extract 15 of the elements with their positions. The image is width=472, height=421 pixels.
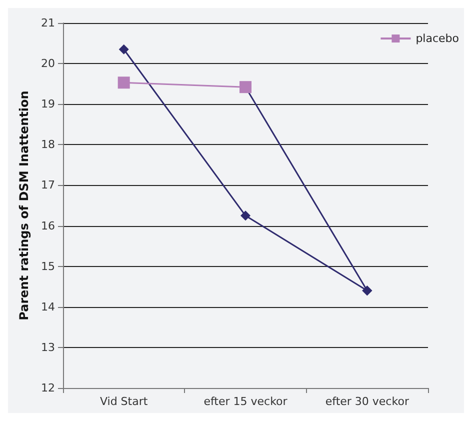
x-tick-label: Vid Start: [100, 395, 148, 408]
y-tick-label: 14: [41, 300, 55, 314]
y-tick-label: 19: [41, 98, 55, 111]
y-tick-label: 21: [41, 16, 55, 30]
y-tick-label: 16: [41, 219, 55, 232]
y-tick-label: 20: [41, 57, 55, 70]
x-tick-label: efter 15 veckor: [204, 395, 288, 408]
y-tick-label: 15: [41, 260, 55, 273]
y-tick-label: 17: [41, 178, 55, 192]
y-tick-label: 13: [41, 340, 55, 354]
y-tick-label: 12: [41, 382, 55, 394]
x-tick-label: efter 30 veckor: [325, 395, 410, 408]
legend-label: placebo: [416, 32, 460, 45]
y-axis-title: Parent ratings of DSM Inattention: [17, 90, 32, 320]
y-tick-label: 18: [41, 138, 55, 152]
